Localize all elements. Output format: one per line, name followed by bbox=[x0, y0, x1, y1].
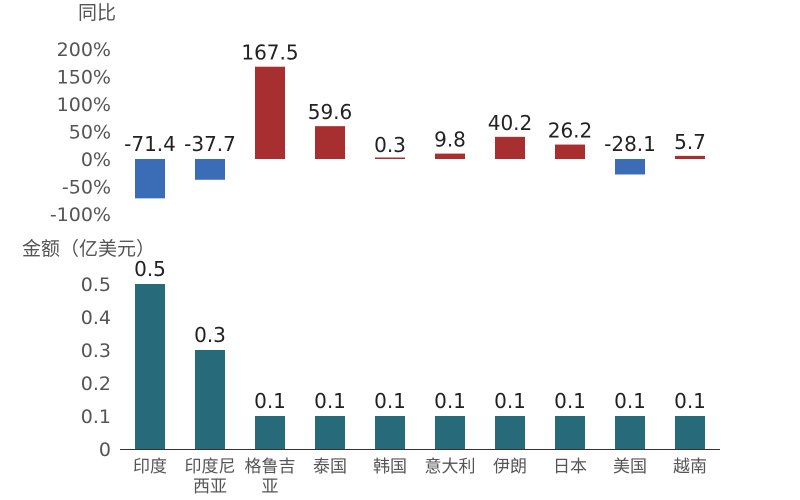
yoy-y-tick: 200% bbox=[57, 39, 111, 61]
amount-value-label: 0.1 bbox=[314, 389, 346, 413]
amount-y-tick: 0.4 bbox=[81, 307, 111, 329]
category-label: 泰国 bbox=[313, 457, 347, 477]
yoy-value-label: -37.7 bbox=[184, 132, 236, 156]
yoy-y-tick: -100% bbox=[50, 204, 111, 226]
amount-value-label: 0.3 bbox=[194, 323, 226, 347]
amount-value-label: 0.1 bbox=[434, 389, 466, 413]
yoy-y-tick: 0% bbox=[81, 149, 111, 171]
amount-bar bbox=[255, 416, 285, 449]
yoy-value-label: 9.8 bbox=[434, 128, 466, 152]
amount-y-tick: 0.5 bbox=[81, 274, 111, 296]
amount-y-tick: 0 bbox=[99, 439, 111, 461]
amount-value-label: 0.1 bbox=[614, 389, 646, 413]
yoy-y-tick: 100% bbox=[57, 94, 111, 116]
amount-bar bbox=[195, 350, 225, 449]
category-label: 美国 bbox=[613, 457, 647, 477]
yoy-value-label: 59.6 bbox=[308, 100, 353, 124]
amount-bar bbox=[555, 416, 585, 449]
yoy-chart: 同比 200% 150% 100% 50% 0% -50% -100% -71.4 -37.7… bbox=[50, 2, 706, 226]
yoy-value-label: 26.2 bbox=[548, 119, 593, 143]
amount-y-tick: 0.3 bbox=[81, 340, 111, 362]
yoy-y-tick: 150% bbox=[57, 66, 111, 88]
yoy-bar bbox=[615, 159, 645, 175]
category-label: 印度尼西亚 bbox=[185, 457, 236, 497]
yoy-value-label: 167.5 bbox=[241, 41, 298, 65]
amount-bar bbox=[675, 416, 705, 449]
yoy-axis-label: 同比 bbox=[78, 2, 116, 24]
amount-y-ticks: 0.5 0.4 0.3 0.2 0.1 0 bbox=[81, 274, 111, 461]
category-label: 韩国 bbox=[373, 457, 407, 477]
yoy-value-label: -71.4 bbox=[124, 132, 176, 156]
category-label: 印度 bbox=[133, 457, 167, 477]
category-label: 越南 bbox=[673, 457, 707, 477]
yoy-bar bbox=[255, 66, 285, 159]
amount-bar bbox=[315, 416, 345, 449]
yoy-bar bbox=[555, 144, 585, 159]
category-label: 伊朗 bbox=[493, 457, 527, 477]
amount-y-tick: 0.2 bbox=[81, 373, 111, 395]
amount-axis-label: 金额（亿美元） bbox=[22, 238, 155, 260]
amount-value-label: 0.1 bbox=[554, 389, 586, 413]
amount-value-label: 0.1 bbox=[254, 389, 286, 413]
category-label: 意大利 bbox=[425, 457, 476, 477]
yoy-y-tick: 50% bbox=[69, 121, 111, 143]
amount-bar bbox=[495, 416, 525, 449]
amount-bar bbox=[135, 284, 165, 449]
yoy-bar bbox=[135, 159, 165, 199]
amount-bars bbox=[135, 284, 705, 449]
yoy-value-label: 5.7 bbox=[674, 130, 706, 154]
yoy-bar bbox=[495, 136, 525, 159]
yoy-value-label: -28.1 bbox=[604, 132, 656, 156]
category-label: 格鲁吉亚 bbox=[245, 457, 296, 497]
amount-chart: 金额（亿美元） 0.5 0.4 0.3 0.2 0.1 0 0.5 0.3 0.1 0.1 0.1… bbox=[22, 238, 720, 497]
yoy-bar bbox=[315, 126, 345, 159]
amount-value-label: 0.1 bbox=[674, 389, 706, 413]
amount-value-label: 0.5 bbox=[134, 257, 166, 281]
yoy-bar bbox=[195, 159, 225, 180]
yoy-bar bbox=[435, 153, 465, 159]
yoy-value-labels: -71.4 -37.7 167.5 59.6 0.3 9.8 40.2 26.2 -28.1 5.… bbox=[124, 41, 706, 157]
yoy-y-ticks: 200% 150% 100% 50% 0% -50% -100% bbox=[50, 39, 111, 226]
amount-bar bbox=[615, 416, 645, 449]
amount-value-label: 0.1 bbox=[374, 389, 406, 413]
amount-bar bbox=[435, 416, 465, 449]
amount-y-tick: 0.1 bbox=[81, 406, 111, 428]
yoy-value-label: 0.3 bbox=[374, 133, 406, 157]
yoy-bar bbox=[375, 157, 405, 159]
amount-value-label: 0.1 bbox=[494, 389, 526, 413]
yoy-y-tick: -50% bbox=[62, 177, 111, 199]
yoy-value-label: 40.2 bbox=[488, 111, 533, 135]
yoy-bars bbox=[135, 66, 705, 199]
category-label: 日本 bbox=[553, 457, 587, 477]
amount-value-labels: 0.5 0.3 0.1 0.1 0.1 0.1 0.1 0.1 0.1 0.1 bbox=[134, 257, 706, 413]
yoy-bar bbox=[675, 155, 705, 159]
amount-bar bbox=[375, 416, 405, 449]
